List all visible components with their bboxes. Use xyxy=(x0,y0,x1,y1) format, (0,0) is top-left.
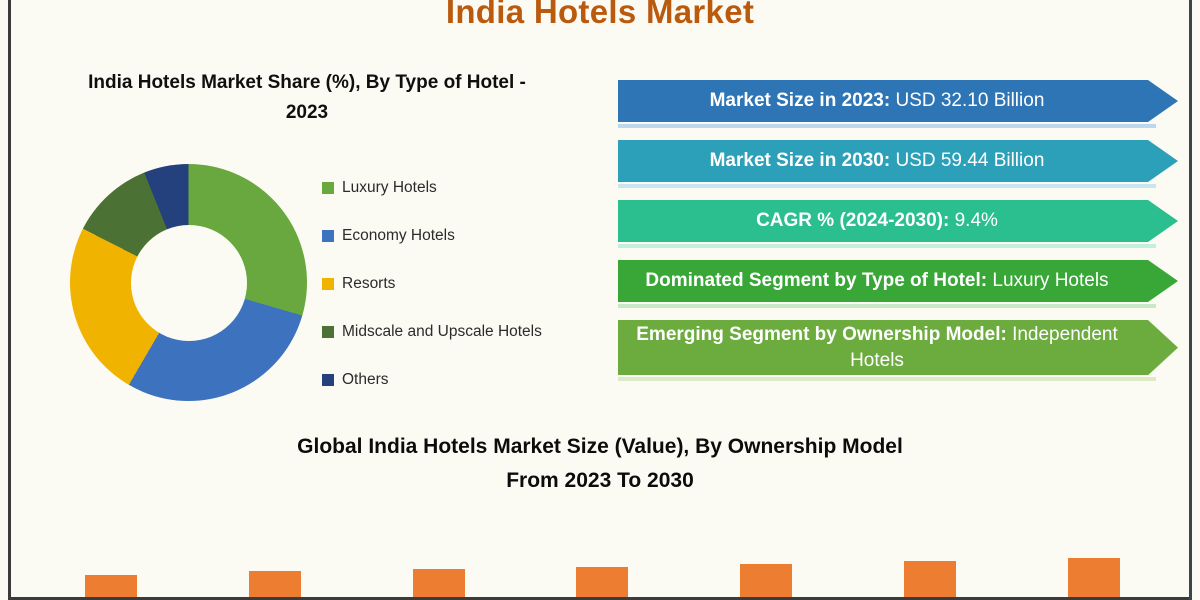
stat-banner-label: Dominated Segment by Type of Hotel: xyxy=(645,270,993,292)
stat-banner-value: Luxury Hotels xyxy=(992,270,1109,292)
bar xyxy=(85,575,137,600)
stat-banner-arrow: Emerging Segment by Ownership Model: Ind… xyxy=(618,320,1178,375)
legend-label: Resorts xyxy=(342,275,396,292)
bar-chart-title: Global India Hotels Market Size (Value),… xyxy=(10,430,1190,498)
bar-chart-title-line2: From 2023 To 2030 xyxy=(506,469,694,493)
stat-banner-underline xyxy=(618,304,1156,308)
legend-swatch-icon xyxy=(322,182,334,194)
legend-swatch-icon xyxy=(322,374,334,386)
legend-label: Luxury Hotels xyxy=(342,179,437,196)
stat-banner-stack: Market Size in 2023: USD 32.10 Billion Ma… xyxy=(618,80,1178,393)
stat-banner-label: Market Size in 2030: xyxy=(709,150,896,172)
pie-chart-title: India Hotels Market Share (%), By Type o… xyxy=(88,72,526,124)
legend-swatch-icon xyxy=(322,230,334,242)
stat-banner-text: Market Size in 2030: USD 59.44 Billion xyxy=(710,148,1045,174)
stat-banner: Market Size in 2023: USD 32.10 Billion xyxy=(618,80,1178,128)
stat-banner-text: Dominated Segment by Type of Hotel: Luxu… xyxy=(645,268,1108,294)
bottom-axis-line xyxy=(11,597,1189,600)
legend-swatch-icon xyxy=(322,326,334,338)
stat-banner-underline xyxy=(618,184,1156,188)
stat-banner: Emerging Segment by Ownership Model: Ind… xyxy=(618,320,1178,382)
stat-banner-text: Market Size in 2023: USD 32.10 Billion xyxy=(710,88,1045,114)
stat-banner: Dominated Segment by Type of Hotel: Luxu… xyxy=(618,260,1178,308)
stat-banner-arrow: Market Size in 2030: USD 59.44 Billion xyxy=(618,140,1178,182)
stat-banner-text: CAGR % (2024-2030): 9.4% xyxy=(756,208,998,234)
legend-item: Midscale and Upscale Hotels xyxy=(322,321,542,343)
bar xyxy=(1067,558,1120,600)
stat-banner-underline xyxy=(618,124,1156,128)
stat-banner-label: Emerging Segment by Ownership Model: xyxy=(636,324,1013,345)
stat-banner: Market Size in 2030: USD 59.44 Billion xyxy=(618,140,1178,188)
stat-banner-value: USD 59.44 Billion xyxy=(895,150,1045,172)
legend-item: Economy Hotels xyxy=(322,225,542,247)
stat-banner-value: USD 32.10 Billion xyxy=(895,90,1045,112)
stat-banner-text: Emerging Segment by Ownership Model: Ind… xyxy=(632,322,1122,373)
stat-banner: CAGR % (2024-2030): 9.4% xyxy=(618,200,1178,248)
pie-legend: Luxury Hotels Economy Hotels Resorts Midsca… xyxy=(322,177,542,417)
stat-banner-underline xyxy=(618,244,1156,248)
legend-label: Economy Hotels xyxy=(342,227,455,244)
legend-label: Midscale and Upscale Hotels xyxy=(342,323,542,340)
stat-banner-value: 9.4% xyxy=(954,210,998,232)
stat-banner-label: CAGR % (2024-2030): xyxy=(756,210,955,232)
bar xyxy=(576,567,629,600)
bar xyxy=(412,569,465,600)
stat-banner-arrow: Dominated Segment by Type of Hotel: Luxu… xyxy=(618,260,1178,302)
stat-banner-label: Market Size in 2023: xyxy=(709,90,896,112)
legend-item: Luxury Hotels xyxy=(322,177,542,199)
stat-banner-arrow: CAGR % (2024-2030): 9.4% xyxy=(618,200,1178,242)
bar xyxy=(904,561,956,600)
legend-swatch-icon xyxy=(322,278,334,290)
bar xyxy=(248,571,301,600)
legend-item: Others xyxy=(322,369,542,391)
stat-banner-value: Independent Hotels xyxy=(850,324,1118,371)
donut-chart xyxy=(70,164,307,401)
stat-banner-arrow: Market Size in 2023: USD 32.10 Billion xyxy=(618,80,1178,122)
right-border-line xyxy=(1189,0,1192,600)
page-title: India Hotels Market xyxy=(445,0,755,30)
bar xyxy=(740,564,793,600)
stat-banner-underline xyxy=(618,377,1156,382)
legend-label: Others xyxy=(342,371,389,388)
legend-item: Resorts xyxy=(322,273,542,295)
left-border-line xyxy=(8,0,11,600)
bar-chart-title-line1: Global India Hotels Market Size (Value),… xyxy=(297,435,903,458)
